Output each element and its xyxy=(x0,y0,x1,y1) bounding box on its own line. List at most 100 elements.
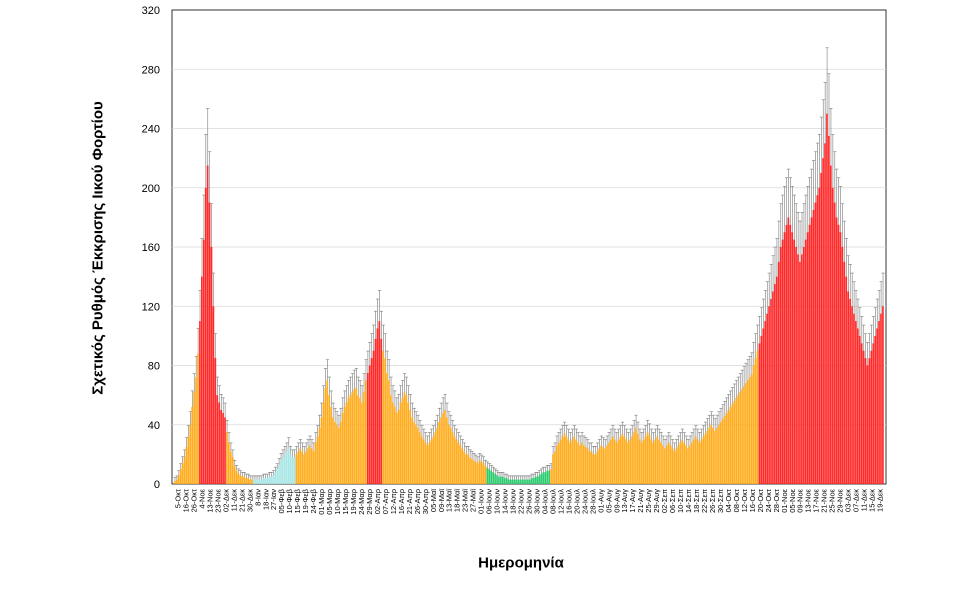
bar xyxy=(256,479,259,484)
x-axis-label: Ημερομηνία xyxy=(478,554,564,572)
y-tick-label: 160 xyxy=(142,242,160,254)
bar-group xyxy=(871,316,875,484)
bar xyxy=(270,476,273,484)
bar-group xyxy=(655,425,659,484)
bar-group xyxy=(265,473,270,484)
bar xyxy=(660,442,662,484)
bar-group xyxy=(368,342,372,484)
bar xyxy=(282,457,284,484)
bar xyxy=(482,463,485,484)
bar xyxy=(193,392,195,484)
bar xyxy=(698,442,701,484)
bar-group xyxy=(572,425,576,484)
bar xyxy=(386,372,388,484)
bar xyxy=(278,464,280,484)
bar xyxy=(285,451,288,484)
bar-group xyxy=(698,432,702,484)
bar xyxy=(405,395,408,484)
bar-group xyxy=(665,435,669,484)
bar xyxy=(839,232,842,484)
bar-group xyxy=(615,432,619,484)
bar xyxy=(644,436,647,484)
bar-group xyxy=(773,246,777,484)
bar-group xyxy=(402,373,407,484)
bar-group xyxy=(586,439,590,484)
bar xyxy=(530,478,533,484)
x-tick-label: 13-Μαϊ xyxy=(445,489,454,512)
bar xyxy=(816,195,819,484)
bar-group xyxy=(599,435,603,484)
bar xyxy=(534,476,537,484)
bar xyxy=(606,445,608,484)
x-tick-label: 11-Δεκ xyxy=(860,489,869,512)
bar-group xyxy=(431,425,436,484)
bar-group xyxy=(321,385,326,484)
bar xyxy=(575,439,577,484)
bar-group xyxy=(750,352,754,484)
x-tick-label: 13-Νοε xyxy=(804,488,813,512)
bar-group xyxy=(663,439,667,484)
bar-group xyxy=(609,428,613,484)
bar xyxy=(741,389,743,484)
x-tick-label: 12-Απρ xyxy=(389,489,398,514)
bar-group xyxy=(327,376,331,484)
bar-group xyxy=(624,428,629,484)
bar-group xyxy=(318,414,322,484)
bar xyxy=(590,451,593,484)
bar-group xyxy=(237,468,241,484)
bar xyxy=(174,481,176,484)
x-tick-label: 01-Νοε xyxy=(780,488,789,512)
y-tick-label: 40 xyxy=(148,420,160,432)
bar xyxy=(440,417,442,484)
bar xyxy=(635,427,637,484)
bar-group xyxy=(802,203,806,484)
x-tick-label: 22-Ιουν xyxy=(517,489,526,514)
bar xyxy=(324,387,327,484)
bar xyxy=(457,442,460,484)
bar xyxy=(667,442,670,484)
bar-group xyxy=(869,324,874,484)
bar xyxy=(332,417,334,484)
bar xyxy=(594,454,597,484)
bar xyxy=(204,187,207,484)
bar xyxy=(444,409,446,484)
bar xyxy=(710,424,713,484)
x-tick-label: 07-Απρ xyxy=(381,489,390,514)
bar xyxy=(237,473,240,484)
bar xyxy=(733,401,736,484)
bar-group xyxy=(426,435,430,484)
bar-group xyxy=(391,385,395,484)
bar xyxy=(720,421,722,484)
bar xyxy=(422,439,425,484)
x-tick-label: 18-Σεπ xyxy=(692,489,701,513)
bar xyxy=(370,358,373,484)
bar xyxy=(583,445,585,484)
bar-group xyxy=(358,380,362,484)
bar xyxy=(596,451,599,484)
bar-group xyxy=(566,428,571,484)
bar xyxy=(366,372,369,484)
bar xyxy=(814,202,817,484)
bar-group xyxy=(678,432,683,484)
x-tick-label: 20-Οκτ xyxy=(756,489,765,512)
bar-group xyxy=(651,432,656,484)
bar-group xyxy=(445,402,449,484)
bar-group xyxy=(848,264,852,484)
bar xyxy=(206,165,209,484)
bar xyxy=(260,479,263,484)
bar-group xyxy=(779,203,783,484)
bar xyxy=(197,353,199,484)
x-tick-label: 04-Ιουλ xyxy=(541,489,550,514)
bar xyxy=(756,350,759,484)
bar-group xyxy=(702,425,706,484)
bar xyxy=(762,328,765,484)
bar-group xyxy=(294,446,299,484)
bar-group xyxy=(709,411,713,484)
bar xyxy=(417,427,419,484)
bar-group xyxy=(387,359,391,484)
bar xyxy=(299,448,302,484)
bar xyxy=(851,306,853,484)
x-tick-label: 5-Οκτ xyxy=(174,489,183,508)
bar xyxy=(199,321,201,484)
bar xyxy=(419,432,421,484)
